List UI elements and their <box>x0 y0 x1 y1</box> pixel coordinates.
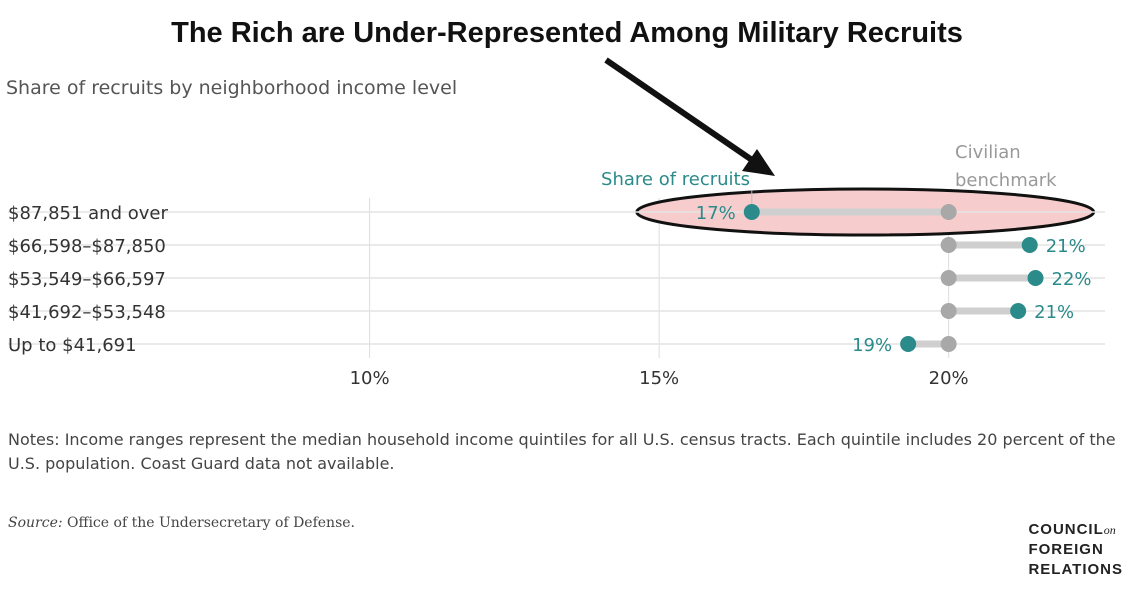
value-label: 21% <box>1046 236 1086 257</box>
category-label: $41,692–$53,548 <box>8 302 166 323</box>
chart-subtitle: Share of recruits by neighborhood income… <box>6 77 457 99</box>
recruits-dot <box>1027 270 1044 286</box>
category-label: $87,851 and over <box>8 203 168 224</box>
benchmark-dot <box>940 303 957 319</box>
annotation-arrow-shaft <box>604 57 754 163</box>
x-tick-label: 15% <box>639 368 679 389</box>
chart: The Rich are Under-Represented Among Mil… <box>6 17 1105 389</box>
benchmark-dot <box>940 336 957 352</box>
legend-benchmark-line1: Civilian <box>955 142 1021 163</box>
value-label: 21% <box>1034 302 1074 323</box>
chart-source: Source: Office of the Undersecretary of … <box>8 515 355 531</box>
recruits-dot <box>743 204 760 220</box>
logo-on: on <box>1103 523 1116 537</box>
source-label: Source: <box>8 515 63 531</box>
legend-benchmark-line2: benchmark <box>955 170 1057 191</box>
chart-notes: Notes: Income ranges represent the media… <box>8 430 1116 473</box>
benchmark-dot <box>940 204 957 220</box>
category-label: Up to $41,691 <box>8 335 137 356</box>
legend-recruits-label: Share of recruits <box>601 169 750 190</box>
benchmark-dot <box>940 237 957 253</box>
recruits-dot <box>1010 303 1027 319</box>
logo-line1: COUNCIL <box>1028 521 1104 538</box>
value-label: 19% <box>852 335 892 356</box>
category-label: $53,549–$66,597 <box>8 269 166 290</box>
value-label: 17% <box>696 203 736 224</box>
benchmark-dot <box>940 270 957 286</box>
recruits-dot <box>1021 237 1038 253</box>
source-text: Office of the Undersecretary of Defense. <box>67 515 355 531</box>
logo-line2: FOREIGN <box>1028 541 1104 558</box>
logo-line3: RELATIONS <box>1028 561 1123 578</box>
value-label: 22% <box>1052 269 1092 290</box>
x-tick-label: 20% <box>929 368 969 389</box>
cfr-logo: COUNCILon FOREIGN RELATIONS <box>1028 520 1123 580</box>
recruits-dot <box>900 336 917 352</box>
x-tick-label: 10% <box>350 368 390 389</box>
category-label: $66,598–$87,850 <box>8 236 166 257</box>
annotation-arrow-head <box>742 149 775 176</box>
chart-title: The Rich are Under-Represented Among Mil… <box>171 17 963 49</box>
